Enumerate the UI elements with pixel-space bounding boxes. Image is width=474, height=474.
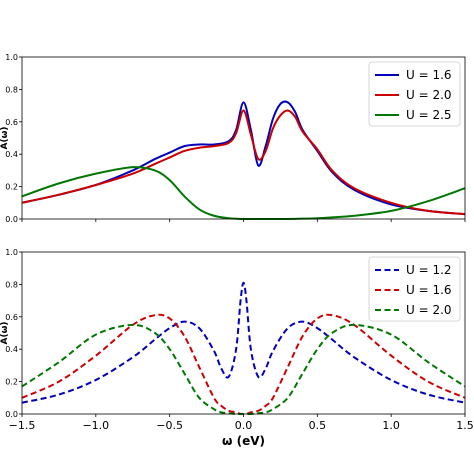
y-tick-label: 0.8 bbox=[5, 85, 18, 94]
series-line-2 bbox=[21, 109, 466, 216]
x-tick-label: 1.0 bbox=[382, 419, 400, 432]
legend-label: U = 2.0 bbox=[406, 303, 452, 317]
legend: U = 1.2 U = 1.6 U = 2.0 bbox=[368, 256, 461, 322]
legend-label: U = 1.6 bbox=[406, 68, 452, 82]
y-axis-label: A(ω) bbox=[0, 321, 10, 344]
legend-label: U = 2.5 bbox=[406, 108, 452, 122]
y-tick-label: 0.2 bbox=[5, 183, 18, 192]
legend: U = 1.6 U = 2.0 U = 2.5 bbox=[368, 61, 461, 127]
y-tick-label: 0.2 bbox=[5, 378, 18, 387]
series-line-3 bbox=[21, 323, 466, 416]
x-tick-label: 1.5 bbox=[456, 419, 474, 432]
y-tick-label: 1.0 bbox=[5, 53, 18, 62]
y-tick-label: 0.0 bbox=[5, 410, 18, 419]
y-tick-label: 0.4 bbox=[5, 150, 18, 159]
panel-2: 0.0 0.2 0.4 0.6 0.8 1.0 −1.5 −1.0 −0.5 0.0 0.5 1.0 1… bbox=[0, 248, 474, 448]
legend-label: U = 1.2 bbox=[406, 263, 452, 277]
series-line-3 bbox=[21, 166, 466, 221]
x-tick-label: −1.0 bbox=[82, 419, 109, 432]
legend-box bbox=[368, 256, 461, 322]
legend-label: U = 1.6 bbox=[406, 283, 452, 297]
y-tick-label: 0.6 bbox=[5, 313, 18, 322]
legend-label: U = 2.0 bbox=[406, 88, 452, 102]
x-tick-label: 0.0 bbox=[235, 419, 253, 432]
y-tick-label: 0.8 bbox=[5, 280, 18, 289]
legend-box bbox=[368, 61, 461, 127]
panel-1: 0.00.20.40.60.81.0A(ω)U = 1.6U = 2.0U = … bbox=[0, 53, 466, 224]
x-tick-label: −0.5 bbox=[156, 419, 183, 432]
y-tick-label: 0.6 bbox=[5, 118, 18, 127]
series-line-2 bbox=[21, 313, 466, 416]
x-axis-label: ω (eV) bbox=[222, 434, 265, 448]
y-tick-label: 0.4 bbox=[5, 345, 18, 354]
x-tick-label: 0.5 bbox=[309, 419, 327, 432]
x-tick-label: −1.5 bbox=[9, 419, 36, 432]
y-axis-label: A(ω) bbox=[0, 126, 10, 149]
y-tick-label: 1.0 bbox=[5, 248, 18, 257]
y-tick-label: 0.0 bbox=[5, 215, 18, 224]
